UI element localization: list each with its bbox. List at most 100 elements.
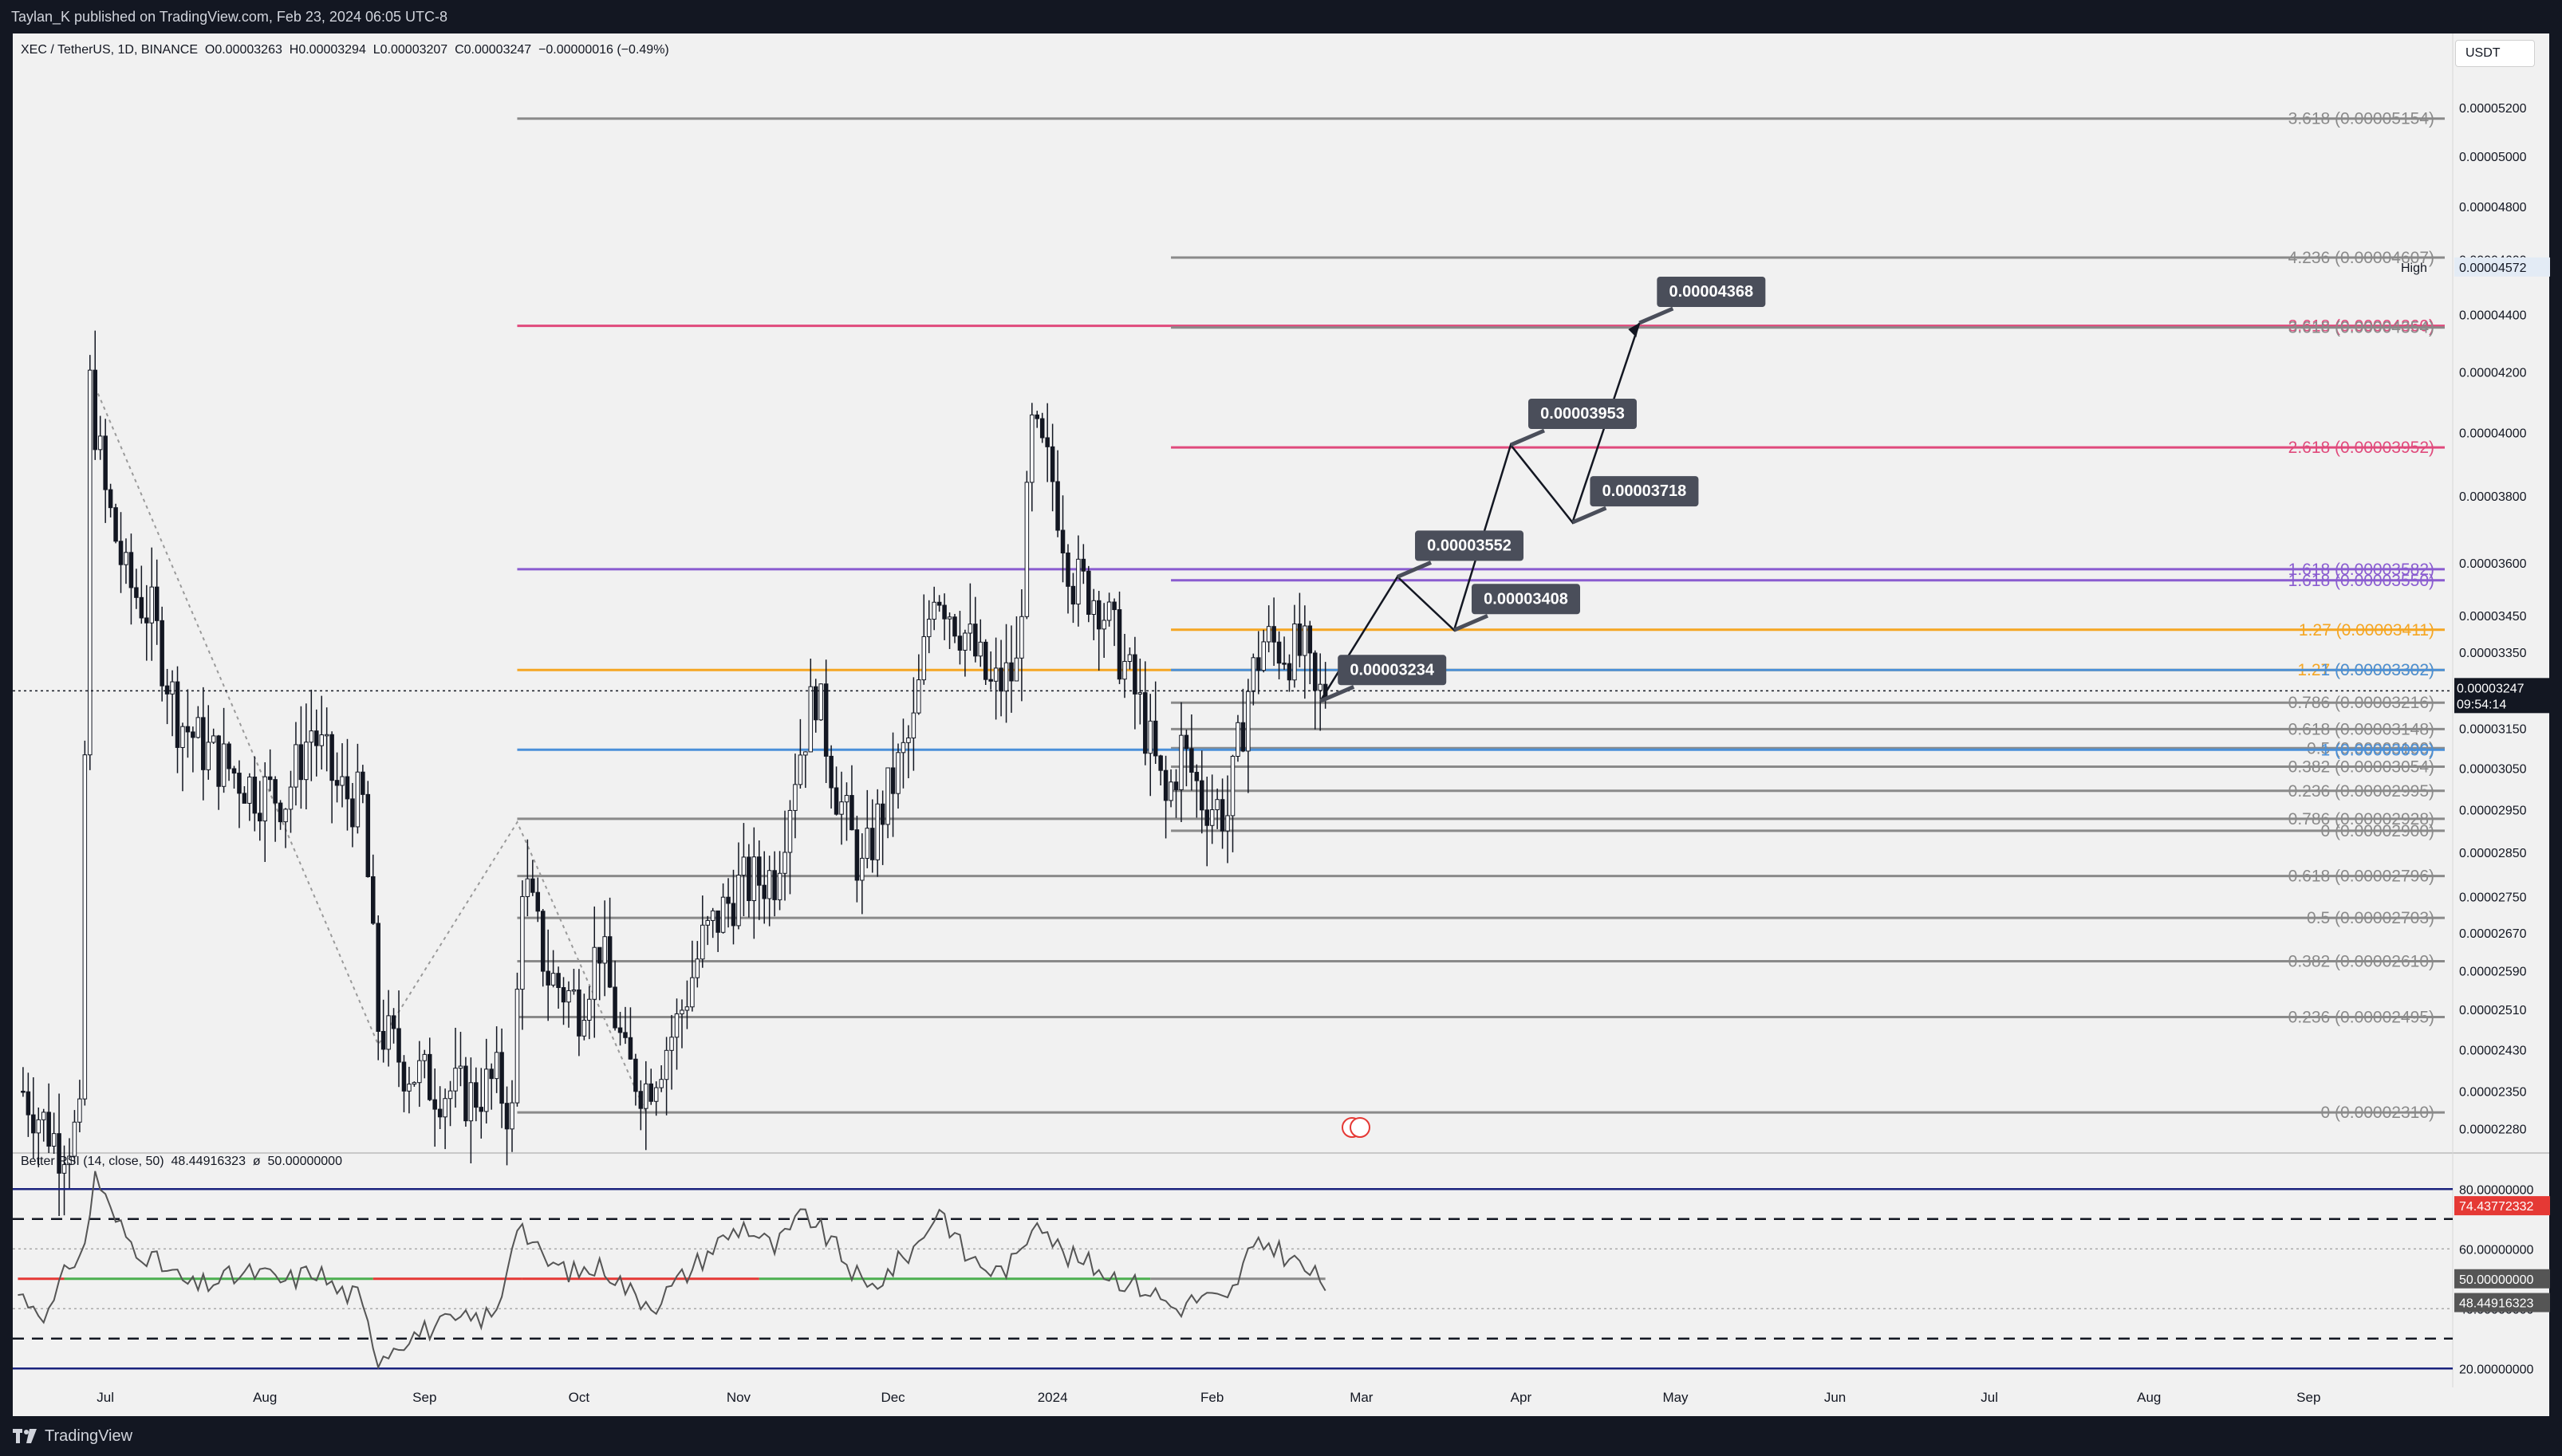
candle-body [108, 489, 113, 509]
price-tick-label: 0.00003600 [2459, 557, 2527, 571]
fib-level-label: 0.786 (0.00002928) [2288, 810, 2434, 828]
candle-body [1158, 755, 1163, 771]
fib-level-label: 0.618 (0.00002796) [2288, 868, 2434, 886]
candle-body [1081, 558, 1086, 572]
candle-body [978, 641, 983, 657]
candle-body [319, 734, 324, 746]
callout-box [1590, 476, 1699, 507]
candle-body [638, 1091, 644, 1109]
candle-body [1112, 601, 1117, 611]
candle-body [21, 1090, 26, 1093]
candle-body [216, 735, 221, 787]
candle-body [916, 679, 921, 714]
callout-pointer [1319, 684, 1355, 703]
candle-body [669, 1037, 674, 1051]
price-tick-label: 0.00004000 [2459, 427, 2527, 440]
candle-body [510, 1102, 514, 1130]
callout-box [1415, 530, 1524, 561]
rsi-line [18, 1171, 1326, 1370]
candle-body [607, 936, 613, 988]
currency-label: USDT [2465, 46, 2501, 60]
rsi-name: Better RSI (14, close, 50) [21, 1155, 164, 1168]
candle-body [767, 870, 772, 899]
candle-body [849, 795, 854, 831]
candle-body [294, 744, 298, 788]
candle-body [185, 726, 191, 733]
x-tick-label: Aug [2137, 1390, 2161, 1405]
candle-body [823, 683, 829, 757]
callout-label: 0.00003234 [1350, 661, 1435, 679]
candle-body [546, 970, 550, 986]
candle-body [700, 924, 705, 960]
x-tick-label: Mar [1350, 1390, 1374, 1405]
candle-body [93, 369, 98, 451]
candle-body [530, 878, 535, 893]
tradingview-logo-icon [13, 1429, 37, 1443]
candle-body [237, 773, 242, 794]
candle-body [1200, 780, 1204, 811]
fib-level-label: 2.618 (0.00003952) [2288, 439, 2434, 457]
candle-body [757, 856, 762, 886]
candle-body [648, 1083, 654, 1102]
candle-body [355, 771, 361, 828]
candle-body [489, 1068, 494, 1080]
candle-body [999, 667, 1003, 692]
candle-body [602, 936, 607, 964]
candle-body [1276, 641, 1282, 664]
candle-body [504, 1103, 510, 1130]
chart-panel[interactable] [13, 33, 2549, 1416]
footer-bar: TradingView [0, 1416, 2562, 1456]
callout-box [1338, 655, 1447, 686]
price-tick-label: 0.00004800 [2459, 201, 2527, 214]
price-chart[interactable]: 0.000054000.000052000.000050000.00004800… [0, 0, 2562, 1416]
candle-body [273, 779, 278, 804]
candle-body [720, 896, 726, 933]
currency-button[interactable]: USDT [2455, 40, 2535, 67]
candle-body [726, 896, 731, 904]
candle-body [617, 1027, 623, 1033]
candle-body [376, 923, 380, 1032]
candle-body [623, 1032, 628, 1038]
price-tick-label: 0.00003450 [2459, 610, 2527, 624]
callout-pointer [1638, 306, 1674, 325]
candle-body [67, 1155, 72, 1166]
candle-body [391, 1015, 396, 1029]
candle-body [566, 990, 571, 1003]
candle-body [1312, 652, 1318, 691]
candle-body [278, 802, 283, 823]
fib-level-label: 3.618 (0.00004354) [2288, 319, 2434, 337]
candle-body [814, 686, 818, 721]
candle-body [715, 910, 720, 933]
candle-body [834, 787, 839, 815]
candle-body [952, 616, 957, 637]
candle-body [474, 1082, 479, 1108]
callout-pointer [1397, 561, 1432, 579]
candle-body [690, 977, 695, 1008]
high-marker-bg [2454, 257, 2550, 277]
candle-body [1066, 552, 1070, 587]
fib-level-label: 0.5 (0.00003100) [2307, 739, 2434, 758]
candle-body [1307, 625, 1313, 654]
candle-body [432, 1099, 437, 1110]
rsi-legend: Better RSI (14, close, 50) 48.44916323 ø… [21, 1155, 342, 1169]
candle-body [180, 726, 185, 748]
x-tick-label: May [1662, 1390, 1689, 1405]
price-tick-label: 0.00002750 [2459, 891, 2527, 904]
callout-label: 0.00004368 [1669, 283, 1753, 301]
candle-body [479, 1107, 484, 1112]
candle-body [1194, 772, 1200, 781]
candle-body [252, 776, 258, 814]
x-tick-label: 2024 [1038, 1390, 1068, 1405]
price-tick-label: 0.00004200 [2459, 367, 2527, 380]
fib-level-label: 0.236 (0.00002495) [2288, 1008, 2434, 1026]
rsi-tick-label: 80.00000000 [2459, 1183, 2534, 1197]
price-tick-label: 0.00002590 [2459, 965, 2527, 978]
candle-body [659, 1079, 664, 1088]
candle-body [154, 586, 160, 621]
candle-body [350, 798, 355, 828]
rsi-value-marker-label: 48.44916323 [2459, 1297, 2534, 1311]
candle-body [818, 683, 823, 721]
high-marker-value: 0.00004572 [2459, 262, 2527, 275]
candle-body [988, 679, 993, 682]
candle-body [31, 1114, 36, 1134]
